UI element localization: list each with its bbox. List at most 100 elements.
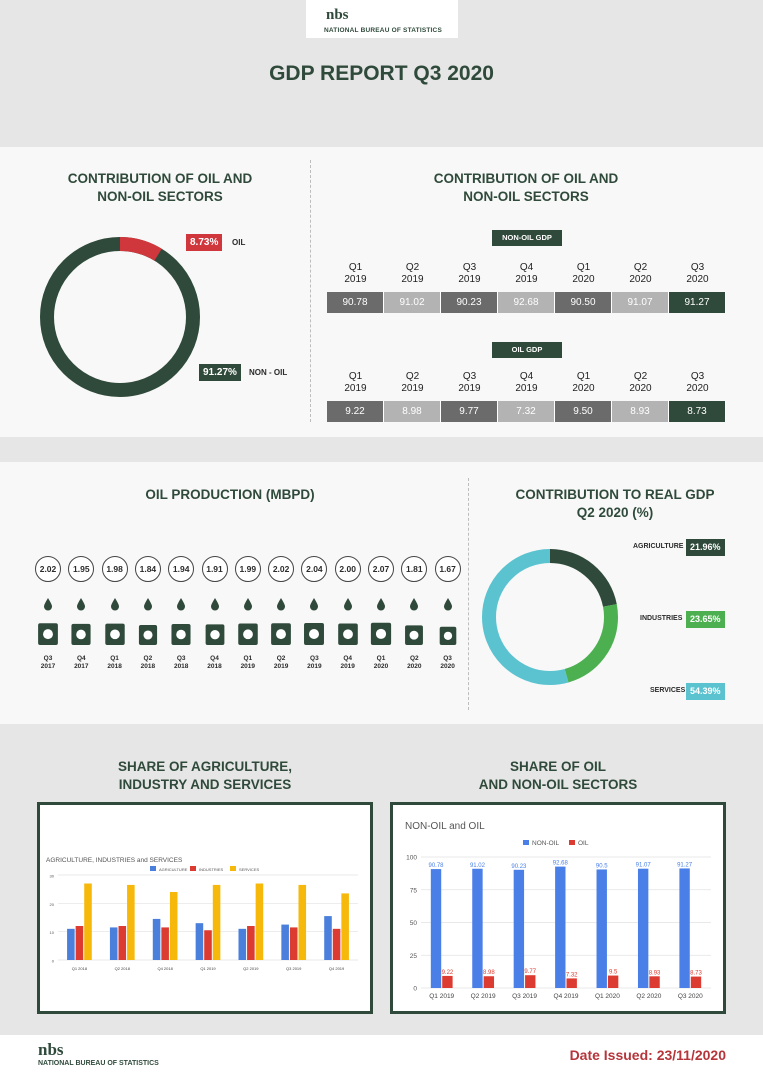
bar-value-label: 90.78	[429, 863, 445, 869]
oil-gdp-tag: OIL GDP	[492, 342, 562, 358]
quarter-name: Q2	[405, 371, 420, 382]
oil-bar-chart: NON-OIL and OIL NON-OIL OIL 0 25 50 75 100 90.78…	[405, 821, 711, 1000]
quarter-name: Q4	[519, 371, 534, 382]
legend-label: SERVICES	[239, 867, 259, 872]
nbs-logo-text: NATIONAL BUREAU OF STATISTICS	[324, 27, 442, 34]
nonoil-share-label: NON - OIL	[249, 368, 288, 377]
sector-name: INDUSTRIES	[640, 615, 683, 622]
oil-barrel-icon	[138, 598, 157, 645]
bar-oil	[525, 975, 536, 988]
bar-value-label: 9.22	[442, 970, 454, 976]
bar-services	[212, 884, 221, 960]
footer-logo-mark: nbs	[38, 1040, 64, 1059]
gdp-value-cell: 90.78	[327, 292, 384, 313]
quarter-year: 2019	[344, 274, 367, 285]
sector-chart-frame: AGRICULTURE, INDUSTRIES and SERVICES AGRI…	[37, 802, 373, 1014]
quarter-label: Q3 2020	[669, 371, 726, 395]
bar-industries	[247, 926, 255, 960]
quarter-year: 2020	[686, 383, 709, 394]
legend-swatch	[569, 840, 575, 845]
bar-value-label: 8.98	[483, 970, 495, 976]
bar-agriculture	[195, 923, 204, 960]
chart-title: AGRICULTURE, INDUSTRIES and SERVICES	[46, 857, 183, 864]
production-quarter: Q3	[43, 655, 53, 662]
bar-value-label: 90.23	[511, 864, 527, 870]
barrel-emblem	[342, 629, 353, 640]
quarter-name: Q3	[462, 371, 477, 382]
production-value: 1.84	[134, 556, 161, 582]
x-tick-label: Q4 2019	[554, 993, 579, 1000]
production-year: 2019	[340, 663, 355, 670]
oil-share-title: SHARE OF OIL AND NON-OIL SECTORS	[390, 758, 726, 794]
quarter-label: Q2 2020	[612, 371, 669, 395]
quarter-year: 2019	[401, 383, 424, 394]
x-tick-label: Q1 2018	[72, 966, 88, 971]
gdp-value-cell: 9.22	[327, 401, 384, 422]
donut-title-line2: NON-OIL SECTORS	[97, 189, 223, 204]
production-quarter-label: Q2 2018	[133, 655, 163, 671]
gdp-value-cell: 8.93	[612, 401, 669, 422]
x-tick-label: Q4 2019	[329, 966, 345, 971]
quarter-name: Q2	[633, 371, 648, 382]
bar-oil	[607, 975, 619, 988]
y-tick-label: 75	[410, 887, 418, 894]
gdp-value-cell: 9.77	[441, 401, 498, 422]
oil-drop-shape	[243, 598, 252, 611]
oil-drop-shape	[443, 598, 452, 611]
quarter-name: Q1	[576, 371, 591, 382]
x-tick-label: Q3 2019	[512, 993, 537, 1000]
quarter-year: 2019	[401, 274, 424, 285]
quarter-label: Q1 2019	[327, 371, 384, 395]
production-value: 1.95	[68, 556, 95, 582]
barrel-emblem	[409, 630, 419, 640]
quarter-year: 2019	[515, 383, 538, 394]
production-year: 2019	[240, 663, 256, 670]
production-year: 2018	[207, 663, 222, 670]
real-gdp-title-line2: Q2 2020 (%)	[576, 505, 654, 520]
bar-value-label: 91.02	[470, 863, 486, 869]
bar-services	[127, 884, 135, 960]
bar-oil	[566, 978, 577, 988]
quarter-name: Q2	[405, 262, 420, 273]
oil-drop-shape	[110, 598, 119, 611]
mid-band-1	[0, 437, 763, 462]
barrel-emblem	[209, 629, 220, 640]
barrel-emblem	[176, 629, 186, 640]
oil-drop-shape	[210, 598, 219, 611]
production-value: 2.04	[301, 556, 328, 582]
oil-drop-shape	[143, 598, 152, 611]
oil-barrel-icon	[205, 598, 224, 645]
quarter-label: Q3 2019	[441, 371, 498, 395]
sector-value-badge: 54.39%	[686, 683, 725, 700]
bar-agriculture	[67, 928, 75, 960]
page-title: GDP REPORT Q3 2020	[269, 62, 494, 85]
real-gdp-title-line1: CONTRIBUTION TO REAL GDP	[515, 487, 715, 502]
bar-value-label: 91.27	[677, 862, 693, 868]
production-quarter-label: Q3 2017	[33, 655, 63, 671]
legend-label: NON-OIL	[532, 840, 559, 847]
oil-share-title-line1: SHARE OF OIL	[509, 759, 606, 774]
production-year: 2020	[407, 663, 422, 670]
oil-drop-shape	[277, 598, 286, 611]
legend-swatch	[190, 866, 196, 871]
x-tick-label: Q2 2020	[636, 993, 661, 1000]
bar-industries	[289, 927, 298, 960]
quarter-name: Q1	[348, 371, 363, 382]
quarter-label: Q3 2020	[669, 262, 726, 286]
production-value: 1.67	[434, 556, 461, 582]
production-quarter: Q2	[276, 655, 286, 662]
sector-value-badge: 23.65%	[686, 611, 725, 628]
production-quarter: Q3	[443, 655, 452, 662]
barrel-emblem	[76, 629, 87, 640]
production-quarter: Q4	[76, 655, 86, 662]
quarter-label: Q2 2019	[384, 262, 441, 286]
production-quarter: Q2	[409, 655, 419, 662]
footer-logo: nbs NATIONAL BUREAU OF STATISTICS	[38, 1040, 188, 1074]
bar-non-oil	[596, 869, 607, 988]
gdp-value-cell: 8.98	[384, 401, 441, 422]
production-year: 2017	[40, 663, 56, 670]
production-year: 2020	[440, 663, 455, 670]
production-value: 2.02	[268, 556, 295, 582]
gdp-value-cell: 91.02	[384, 292, 441, 313]
y-tick-label: 0	[413, 986, 417, 993]
